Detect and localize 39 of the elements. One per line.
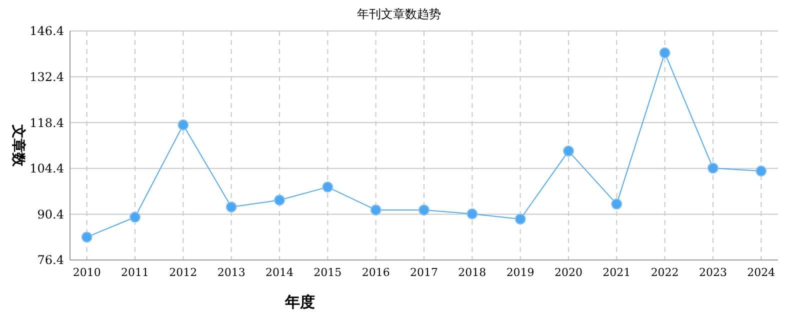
x-tick-label: 2011	[121, 266, 150, 279]
x-tick-label: 2016	[362, 266, 390, 279]
x-tick-label: 2021	[602, 266, 631, 279]
x-tick-label: 2020	[554, 266, 582, 279]
x-axis-title: 年度	[284, 293, 315, 311]
x-tick-label: 2019	[506, 266, 534, 279]
y-tick-label: 146.4	[30, 24, 64, 38]
y-tick-label: 132.4	[30, 70, 64, 84]
point	[81, 232, 92, 243]
x-tick-label: 2024	[747, 266, 776, 279]
point	[659, 47, 670, 58]
point	[370, 204, 382, 216]
point	[514, 214, 526, 225]
point	[466, 208, 478, 220]
point	[130, 212, 141, 223]
x-tick-label: 2023	[698, 266, 727, 279]
y-tick-label: 118.4	[30, 116, 64, 130]
point	[562, 146, 574, 157]
x-tick-label: 2015	[314, 266, 342, 279]
point	[226, 202, 237, 213]
point	[611, 198, 622, 210]
x-tick-label: 2018	[458, 266, 486, 279]
y-tick-label: 104.4	[30, 162, 64, 176]
y-tick-label: 76.4	[37, 253, 64, 268]
x-tick-label: 2022	[650, 266, 679, 279]
y-axis-title: 文章数	[10, 124, 27, 168]
point	[756, 166, 767, 177]
point	[418, 204, 430, 216]
x-tick-label: 2014	[266, 266, 294, 279]
y-tick-label: 90.4	[37, 207, 64, 222]
point	[322, 182, 334, 193]
point	[274, 194, 286, 206]
x-tick-label: 2010	[72, 266, 101, 279]
point	[707, 162, 718, 174]
x-tick-label: 2017	[410, 266, 438, 279]
x-tick-label: 2013	[217, 266, 246, 279]
point	[178, 119, 189, 130]
x-tick-label: 2012	[169, 266, 198, 279]
chart-title: 年刊文章数趋势	[357, 7, 441, 21]
